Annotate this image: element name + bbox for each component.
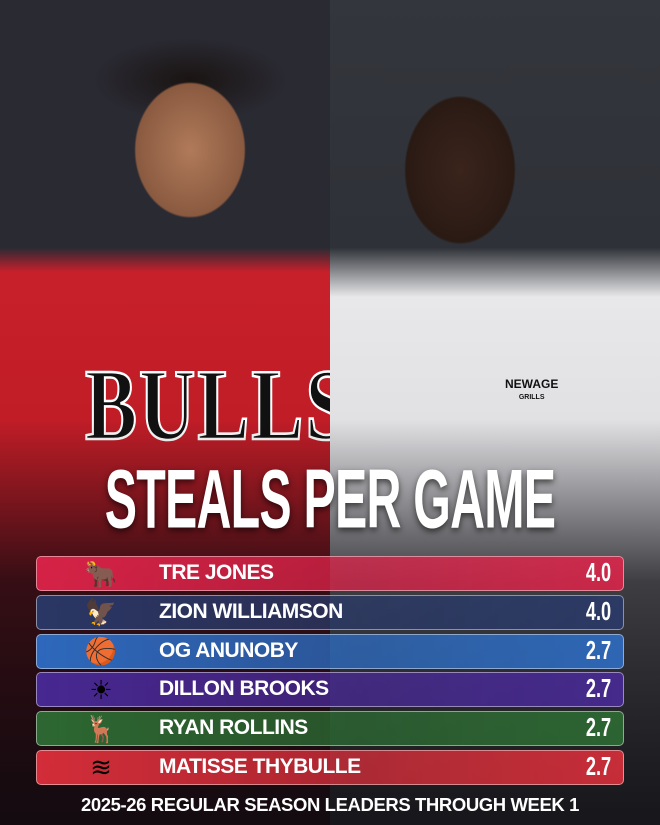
player-name: MATISSE THYBULLE bbox=[159, 754, 361, 778]
blazers-logo-icon: ≋ bbox=[90, 752, 112, 783]
bulls-logo-icon: 🐂 bbox=[84, 558, 118, 589]
player-name: DILLON BROOKS bbox=[159, 677, 329, 701]
player-name: OG ANUNOBY bbox=[159, 638, 298, 662]
stat-value: 2.7 bbox=[585, 673, 611, 704]
pelicans-logo-icon: 🦅 bbox=[84, 597, 118, 628]
jersey-sponsor: NEWAGE GRILLS bbox=[505, 377, 559, 402]
leader-row: 🦅 ZION WILLIAMSON 4.0 bbox=[36, 594, 624, 630]
stat-value: 2.7 bbox=[585, 750, 611, 781]
leader-row: 🐂 TRE JONES 4.0 bbox=[36, 556, 624, 591]
leader-row: ☀ DILLON BROOKS 2.7 bbox=[36, 672, 624, 708]
footer-caption: 2025-26 REGULAR SEASON LEADERS THROUGH W… bbox=[80, 794, 580, 815]
stat-value: 2.7 bbox=[585, 712, 611, 743]
leaders-list: 🐂 TRE JONES 4.0 🦅 ZION WILLIAMSON 4.0 🏀 OG… bbox=[36, 556, 624, 789]
page-title: STEALS PER GAME bbox=[104, 453, 556, 547]
stat-value: 4.0 bbox=[585, 557, 611, 587]
stat-value: 2.7 bbox=[585, 634, 611, 665]
player-name: RYAN ROLLINS bbox=[159, 716, 308, 740]
player-name: TRE JONES bbox=[159, 561, 274, 584]
suns-logo-icon: ☀ bbox=[89, 674, 113, 705]
player-name: ZION WILLIAMSON bbox=[159, 599, 343, 623]
bucks-logo-icon: 🦌 bbox=[84, 713, 118, 744]
leader-row: 🦌 RYAN ROLLINS 2.7 bbox=[36, 711, 624, 747]
knicks-logo-icon: 🏀 bbox=[84, 636, 118, 667]
leader-row: ≋ MATISSE THYBULLE 2.7 bbox=[36, 749, 624, 785]
stat-value: 4.0 bbox=[585, 595, 611, 626]
leader-row: 🏀 OG ANUNOBY 2.7 bbox=[36, 633, 624, 669]
